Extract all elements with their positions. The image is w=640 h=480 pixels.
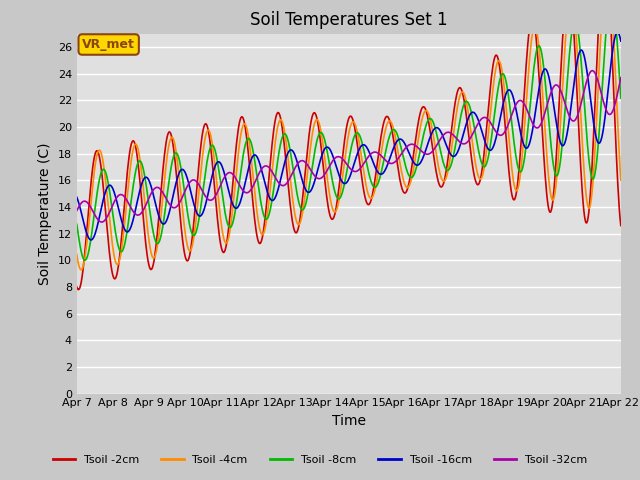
Tsoil -2cm: [84, 221, 92, 227]
Tsoil -32cm: [83, 199, 90, 205]
Tsoil -16cm: [83, 230, 90, 236]
Tsoil -32cm: [73, 208, 81, 214]
Tsoil -2cm: [140, 217, 147, 223]
Line: Tsoil -16cm: Tsoil -16cm: [77, 32, 621, 240]
Tsoil -2cm: [223, 236, 231, 241]
Tsoil -2cm: [431, 165, 439, 170]
Line: Tsoil -8cm: Tsoil -8cm: [77, 0, 621, 260]
Tsoil -32cm: [588, 68, 596, 73]
Tsoil -4cm: [617, 177, 625, 183]
Tsoil -32cm: [223, 171, 231, 177]
Tsoil -32cm: [617, 75, 625, 81]
Tsoil -8cm: [431, 126, 439, 132]
X-axis label: Time: Time: [332, 414, 366, 428]
Tsoil -16cm: [140, 177, 147, 183]
Tsoil -8cm: [195, 218, 202, 224]
Tsoil -8cm: [223, 220, 231, 226]
Tsoil -4cm: [140, 186, 147, 192]
Tsoil -32cm: [416, 146, 424, 152]
Tsoil -16cm: [617, 38, 625, 44]
Text: VR_met: VR_met: [82, 38, 135, 51]
Tsoil -8cm: [617, 95, 625, 101]
Tsoil -16cm: [416, 161, 424, 167]
Legend: Tsoil -2cm, Tsoil -4cm, Tsoil -8cm, Tsoil -16cm, Tsoil -32cm: Tsoil -2cm, Tsoil -4cm, Tsoil -8cm, Tsoi…: [48, 451, 592, 469]
Tsoil -32cm: [98, 219, 106, 225]
Tsoil -4cm: [223, 239, 231, 245]
Tsoil -4cm: [84, 235, 92, 241]
Tsoil -16cm: [195, 213, 202, 218]
Tsoil -4cm: [431, 146, 439, 152]
Y-axis label: Soil Temperature (C): Soil Temperature (C): [38, 143, 52, 285]
Line: Tsoil -4cm: Tsoil -4cm: [77, 0, 621, 270]
Title: Soil Temperatures Set 1: Soil Temperatures Set 1: [250, 11, 447, 29]
Tsoil -4cm: [195, 192, 202, 197]
Tsoil -8cm: [84, 253, 92, 259]
Tsoil -16cm: [73, 194, 81, 200]
Tsoil -16cm: [87, 237, 95, 243]
Tsoil -8cm: [81, 257, 89, 263]
Tsoil -32cm: [140, 207, 147, 213]
Tsoil -2cm: [74, 287, 82, 292]
Tsoil -16cm: [614, 29, 621, 35]
Line: Tsoil -2cm: Tsoil -2cm: [77, 0, 621, 289]
Tsoil -32cm: [195, 181, 202, 187]
Tsoil -4cm: [77, 267, 85, 273]
Tsoil -4cm: [73, 252, 81, 257]
Tsoil -2cm: [617, 223, 625, 228]
Tsoil -8cm: [140, 167, 147, 172]
Line: Tsoil -32cm: Tsoil -32cm: [77, 71, 621, 222]
Tsoil -8cm: [73, 221, 81, 227]
Tsoil -16cm: [431, 125, 439, 131]
Tsoil -32cm: [431, 144, 439, 150]
Tsoil -8cm: [416, 151, 424, 157]
Tsoil -4cm: [416, 129, 424, 134]
Tsoil -2cm: [416, 113, 424, 119]
Tsoil -2cm: [73, 284, 81, 290]
Tsoil -16cm: [223, 182, 231, 188]
Tsoil -2cm: [195, 165, 202, 170]
